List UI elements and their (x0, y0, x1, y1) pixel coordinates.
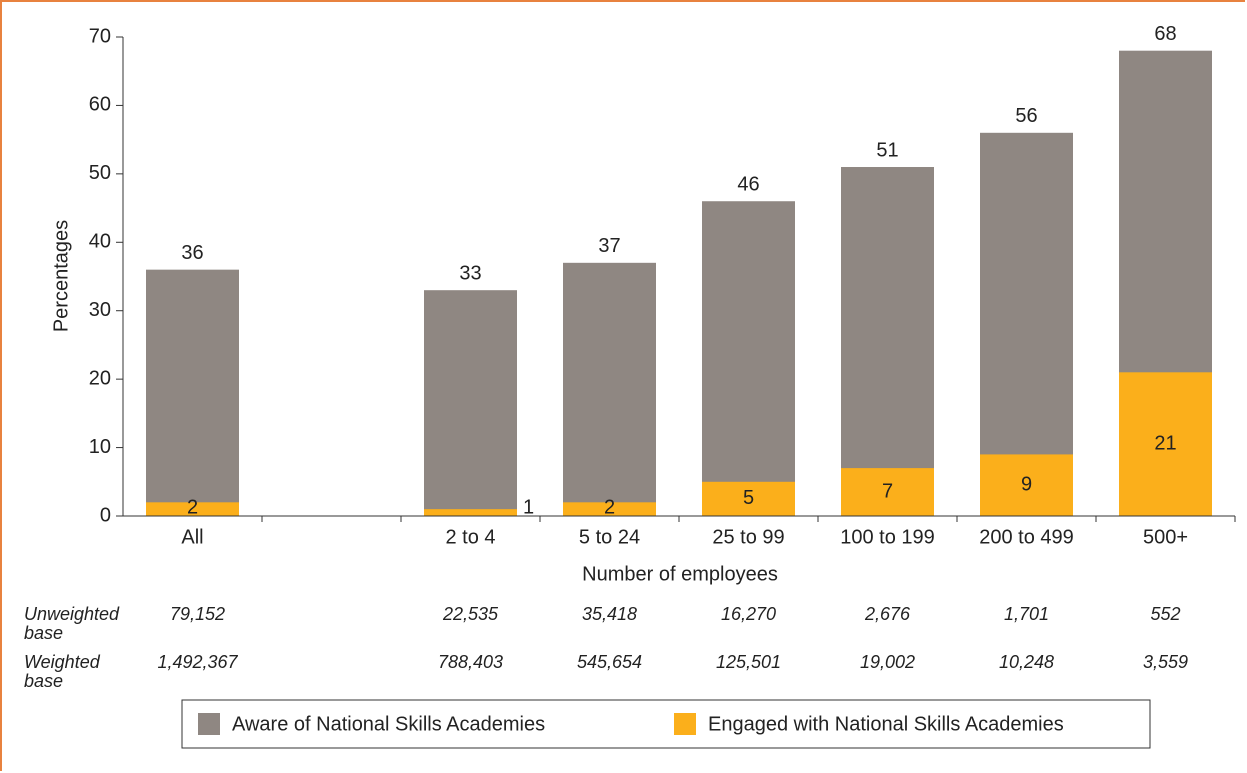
value-label: 36 (181, 242, 203, 264)
bar (702, 201, 795, 516)
base-value: 1,492,367 (157, 652, 238, 672)
x-tick-label: 200 to 499 (979, 526, 1074, 548)
y-tick-label: 50 (89, 162, 111, 184)
legend-label: Engaged with National Skills Academies (708, 713, 1064, 735)
value-label: 7 (882, 480, 893, 502)
bar (841, 167, 934, 516)
y-tick-label: 40 (89, 231, 111, 253)
base-value: 16,270 (720, 604, 777, 624)
base-value: 1,701 (1003, 604, 1050, 624)
value-label: 9 (1021, 473, 1032, 495)
x-axis-title: Number of employees (582, 563, 778, 585)
bar (563, 262, 656, 516)
bar (424, 509, 517, 516)
y-tick-label: 20 (89, 367, 111, 389)
value-label: 2 (604, 496, 615, 518)
base-value: 19,002 (859, 652, 916, 672)
bar (980, 132, 1073, 517)
x-tick-label: 500+ (1143, 526, 1188, 548)
value-label: 46 (737, 174, 759, 196)
base-row-label: Unweighted base (24, 604, 120, 643)
value-label: 1 (523, 496, 534, 518)
x-tick-label: 2 to 4 (445, 526, 495, 548)
base-value: 35,418 (581, 604, 638, 624)
bar (563, 502, 656, 516)
value-label: 33 (459, 262, 481, 284)
value-label: 21 (1154, 432, 1176, 454)
x-tick-label: All (181, 526, 203, 548)
legend-box (181, 699, 1151, 749)
value-label: 37 (598, 235, 620, 257)
base-value: 788,403 (437, 652, 504, 672)
base-value: 22,535 (442, 604, 499, 624)
base-value: 79,152 (169, 604, 226, 624)
y-tick-label: 10 (89, 436, 111, 458)
x-tick-label: 5 to 24 (579, 526, 640, 548)
value-label: 68 (1154, 23, 1176, 45)
x-tick-label: 25 to 99 (712, 526, 784, 548)
y-axis-title: Percentages (50, 220, 72, 332)
bar (841, 468, 934, 516)
base-value: 3,559 (1142, 652, 1189, 672)
y-tick-label: 60 (89, 94, 111, 116)
value-label: 51 (876, 139, 898, 161)
legend-swatch (198, 713, 220, 735)
x-tick-label: 100 to 199 (840, 526, 935, 548)
base-value: 125,501 (715, 652, 782, 672)
y-tick-label: 0 (100, 504, 111, 526)
bar (146, 269, 239, 516)
bar (1119, 372, 1212, 516)
base-value: 2,676 (864, 604, 911, 624)
base-value: 552 (1150, 604, 1181, 624)
value-label: 5 (743, 487, 754, 509)
bar (146, 502, 239, 516)
value-label: 56 (1015, 105, 1037, 127)
base-row-label: Weighted base (24, 652, 100, 691)
y-tick-label: 70 (89, 25, 111, 47)
value-label: 2 (187, 496, 198, 518)
bar (980, 454, 1073, 516)
base-value: 545,654 (576, 652, 643, 672)
bar (424, 290, 517, 516)
legend-label: Aware of National Skills Academies (232, 713, 545, 735)
legend-swatch (674, 713, 696, 735)
bar (702, 481, 795, 516)
y-tick-label: 30 (89, 299, 111, 321)
base-value: 10,248 (998, 652, 1055, 672)
